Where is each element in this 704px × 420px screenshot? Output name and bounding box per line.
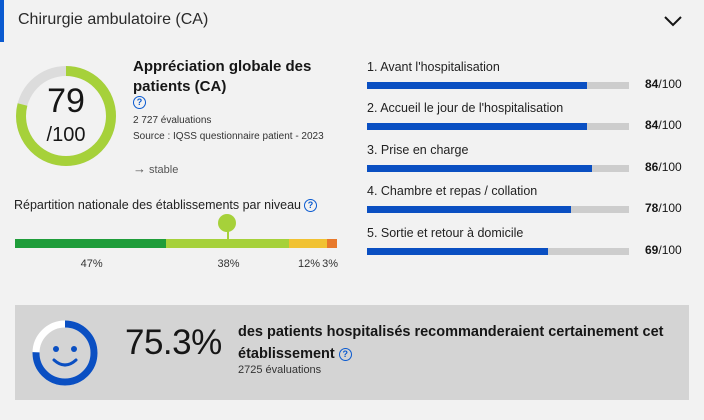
help-icon[interactable]: ? [303, 199, 317, 213]
global-title: Appréciation globale des patients (CA) [133, 58, 312, 95]
category-score: 78/100 [645, 201, 682, 215]
recommendation-percent: 75.3% [125, 323, 222, 362]
category-bar-track [367, 165, 629, 172]
category-bar-track [367, 123, 629, 130]
recommendation-panel: 75.3% des patients hospitalisés recomman… [15, 305, 689, 400]
section-title: Chirurgie ambulatoire (CA) [18, 11, 209, 28]
repartition-segment [166, 239, 289, 248]
category-score: 84/100 [645, 77, 682, 91]
repartition-marker [218, 214, 236, 232]
chevron-down-icon[interactable] [664, 15, 682, 27]
category-label: 5. Sortie et retour à domicile [367, 226, 524, 240]
category-bar-fill [367, 206, 572, 213]
repartition-segment [288, 239, 328, 248]
trend-label: stable [149, 164, 179, 176]
category-bar-fill [367, 123, 588, 130]
category-score: 84/100 [645, 118, 682, 132]
category-bar-fill [367, 82, 588, 89]
global-source: Source : IQSS questionnaire patient - 20… [133, 131, 324, 142]
repartition-title-text: Répartition nationale des établissements… [14, 198, 301, 212]
global-score: 79 [47, 82, 85, 120]
category-label: 3. Prise en charge [367, 143, 469, 157]
category-label: 1. Avant l'hospitalisation [367, 60, 500, 74]
trend-indicator: → stable [133, 161, 178, 176]
recommendation-text-body: des patients hospitalisés recommanderaie… [238, 324, 664, 362]
repartition-label: 12% [298, 258, 321, 270]
help-icon[interactable]: ? [133, 96, 146, 109]
category-bar-fill [367, 248, 548, 255]
score-ring [16, 66, 116, 166]
repartition-label: 47% [80, 258, 103, 270]
repartition-bar [15, 239, 337, 248]
category-bar-track [367, 82, 629, 89]
category-label: 2. Accueil le jour de l'hospitalisation [367, 101, 564, 115]
category-label: 4. Chambre et repas / collation [367, 184, 538, 198]
category-bar-track [367, 206, 629, 213]
category-bar-track [367, 248, 629, 255]
global-count: 2 727 évaluations [133, 115, 212, 126]
category-score: 86/100 [645, 160, 682, 174]
category-score: 69/100 [645, 243, 682, 257]
smiley-face-icon [32, 320, 98, 386]
recommendation-count: 2725 évaluations [238, 364, 322, 376]
category-bar-fill [367, 165, 593, 172]
repartition-label: 38% [217, 258, 240, 270]
repartition-label: 3% [322, 258, 339, 270]
repartition-segment [327, 239, 337, 248]
help-icon[interactable]: ? [338, 347, 352, 361]
repartition-title: Répartition nationale des établissements… [14, 198, 317, 213]
section-header[interactable]: Chirurgie ambulatoire (CA) [0, 0, 704, 42]
repartition-segment [15, 239, 167, 248]
recommendation-text: des patients hospitalisés recommanderaie… [238, 321, 678, 365]
global-score-max: /100 [46, 124, 86, 146]
arrow-right-icon: → [133, 161, 146, 176]
repartition-marker-stem [227, 228, 229, 240]
